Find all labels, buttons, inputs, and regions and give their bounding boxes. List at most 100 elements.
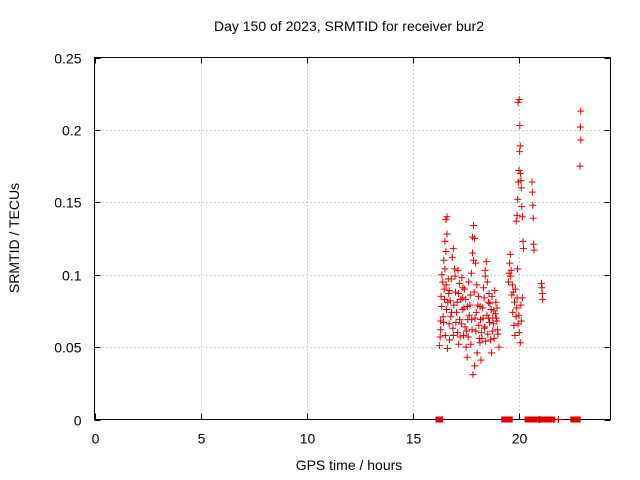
- data-point: [468, 233, 476, 241]
- data-point: [440, 318, 448, 326]
- data-point: [481, 266, 489, 274]
- data-point: [489, 314, 497, 322]
- data-point: [462, 295, 470, 303]
- data-point: [470, 221, 478, 229]
- data-point: [441, 265, 449, 273]
- data-point: [456, 333, 464, 341]
- data-point: [448, 308, 456, 316]
- data-point: [455, 279, 463, 287]
- data-point: [515, 166, 523, 174]
- data-point: [486, 300, 494, 308]
- data-point: [471, 314, 479, 322]
- data-point: [436, 333, 444, 341]
- data-point: [529, 201, 537, 209]
- data-point: [464, 333, 472, 341]
- data-point: [518, 294, 526, 302]
- data-point: [456, 316, 464, 324]
- data-point: [438, 271, 446, 279]
- data-point: [511, 285, 519, 293]
- data-point: [452, 318, 460, 326]
- data-point: [518, 213, 526, 221]
- data-point: [469, 371, 477, 379]
- data-point: [482, 258, 490, 266]
- data-point: [484, 298, 492, 306]
- data-point: [472, 308, 480, 316]
- data-point: [436, 342, 444, 350]
- data-point: [470, 256, 478, 264]
- data-point: [455, 340, 463, 348]
- data-point: [466, 291, 474, 299]
- data-point: [519, 245, 527, 253]
- data-point: [539, 295, 547, 303]
- data-point: [488, 349, 496, 357]
- y-tick-label: 0: [74, 413, 82, 429]
- data-point: [453, 298, 461, 306]
- data-point: [488, 292, 496, 300]
- data-point: [513, 211, 521, 219]
- data-point: [437, 317, 445, 325]
- data-point: [458, 305, 466, 313]
- data-point: [480, 284, 488, 292]
- data-point: [454, 329, 462, 337]
- zero-data-point: [535, 416, 543, 423]
- zero-value-cluster: [524, 416, 541, 423]
- data-point: [487, 336, 495, 344]
- data-point: [437, 326, 445, 334]
- data-point: [454, 290, 462, 298]
- data-point: [454, 266, 462, 274]
- data-point: [451, 288, 459, 296]
- data-point: [476, 339, 484, 347]
- tick-layer: [94, 57, 611, 421]
- data-point: [506, 250, 514, 258]
- data-point: [468, 326, 476, 334]
- y-tick-label: 0.25: [54, 51, 81, 67]
- data-point: [447, 313, 455, 321]
- x-tick-label: 15: [406, 431, 422, 447]
- data-point: [484, 330, 492, 338]
- data-point: [515, 329, 523, 337]
- chart-title: Day 150 of 2023, SRMTID for receiver bur…: [214, 18, 484, 34]
- zero-value-cluster: [435, 416, 444, 423]
- data-point: [510, 321, 518, 329]
- data-point: [440, 295, 448, 303]
- data-point: [459, 294, 467, 302]
- data-point: [472, 327, 480, 335]
- data-point: [517, 317, 525, 325]
- zero-value-cluster: [545, 416, 556, 423]
- x-tick-label: 20: [512, 431, 528, 447]
- y-tick-label: 0.15: [54, 195, 81, 211]
- data-point: [508, 281, 516, 289]
- data-point: [517, 301, 525, 309]
- x-axis-label: GPS time / hours: [296, 457, 403, 473]
- data-point: [440, 285, 448, 293]
- data-point: [441, 332, 449, 340]
- data-point: [442, 216, 450, 224]
- data-point: [516, 169, 524, 177]
- y-tick-label: 0.2: [62, 123, 82, 139]
- data-point: [517, 177, 525, 185]
- data-point: [477, 316, 485, 324]
- data-point: [516, 339, 524, 347]
- data-point: [445, 287, 453, 295]
- data-point: [444, 298, 452, 306]
- y-tick-label: 0.1: [62, 268, 82, 284]
- data-point: [450, 301, 458, 309]
- data-point: [491, 310, 499, 318]
- x-tick-label: 0: [92, 431, 100, 447]
- data-point: [494, 326, 502, 334]
- y-tick-label: 0.05: [54, 340, 81, 356]
- data-point: [519, 237, 527, 245]
- plot-frame: [94, 57, 611, 420]
- data-point: [437, 292, 445, 300]
- data-point: [451, 272, 459, 280]
- data-point: [457, 320, 465, 328]
- data-point: [577, 107, 585, 115]
- data-point: [514, 320, 522, 328]
- data-point: [576, 123, 584, 131]
- data-point: [576, 162, 584, 170]
- data-point: [492, 298, 500, 306]
- data-point: [508, 291, 516, 299]
- data-point: [495, 343, 503, 351]
- data-point: [468, 249, 476, 257]
- y-axis-label: SRMTID / TECUs: [6, 183, 22, 293]
